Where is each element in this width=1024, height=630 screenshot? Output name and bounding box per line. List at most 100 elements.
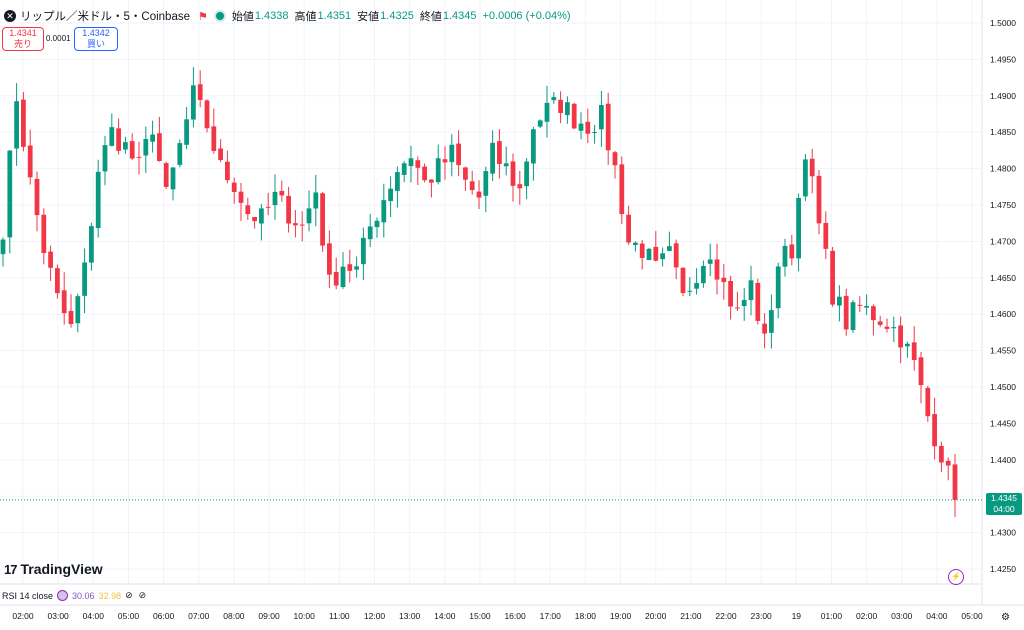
candle-body	[497, 141, 502, 164]
candle-body	[184, 119, 189, 145]
candle-body	[850, 302, 856, 331]
close-icon[interactable]: ✕	[4, 10, 16, 22]
rsi-legend[interactable]: RSI 14 close 30.06 32.98 ⊘ ⊘	[2, 590, 152, 601]
candle-body	[320, 193, 325, 246]
rsi-label: RSI 14 close	[2, 590, 54, 601]
x-tick-label: 20:00	[645, 611, 667, 621]
candle-body	[755, 282, 761, 321]
lightning-icon[interactable]: ⚡	[948, 569, 964, 585]
candle-body	[374, 220, 380, 228]
candle-body	[211, 126, 217, 151]
candle-body	[605, 103, 611, 151]
flag-icon[interactable]: ⚑	[197, 10, 208, 23]
candle-body	[456, 143, 461, 166]
x-tick-label: 14:00	[434, 611, 456, 621]
candle-body	[898, 325, 903, 348]
candle-body	[864, 305, 869, 308]
candle-body	[89, 226, 94, 263]
candle-body	[803, 159, 808, 197]
x-tick-label: 17:00	[540, 611, 562, 621]
candle-body	[401, 163, 407, 175]
settings-icon[interactable]: ⚙	[1001, 612, 1010, 623]
sell-button[interactable]: 1.4341 売り	[2, 27, 44, 51]
candle-body	[830, 250, 835, 305]
candle-body	[694, 282, 699, 289]
candle-body	[517, 184, 523, 189]
x-tick-label: 02:00	[12, 611, 34, 621]
candle-body	[422, 166, 427, 181]
x-tick-label: 21:00	[680, 611, 702, 621]
candle-body	[503, 163, 509, 167]
candle-body	[748, 280, 754, 301]
tradingview-logo[interactable]: 17 TradingView	[4, 561, 103, 577]
candle-body	[449, 144, 455, 163]
candle-body	[259, 208, 264, 224]
candle-body	[483, 171, 489, 196]
candle-body	[653, 246, 659, 261]
candle-body	[843, 295, 849, 330]
buy-label: 買い	[86, 39, 105, 49]
candle-body	[333, 272, 339, 286]
candle-body	[612, 152, 618, 166]
candle-body	[660, 253, 665, 260]
candle-body	[823, 222, 829, 249]
x-tick-label: 05:00	[961, 611, 983, 621]
eye-off-icon[interactable]: ⊘	[138, 590, 147, 600]
candle-body	[680, 267, 686, 293]
close-label: 終値	[419, 11, 442, 23]
candle-body	[789, 244, 795, 259]
x-tick-label: 19:00	[610, 611, 632, 621]
candle-body	[918, 357, 924, 386]
y-tick-label: 1.4650	[990, 273, 1016, 283]
candle-body	[816, 175, 822, 224]
candle-body	[41, 214, 47, 254]
sell-price: 1.4341	[9, 28, 37, 38]
x-tick-label: 03:00	[891, 611, 913, 621]
candle-body	[340, 266, 346, 288]
x-tick-label: 06:00	[153, 611, 175, 621]
candle-body	[796, 197, 801, 259]
candle-body	[354, 266, 359, 270]
candle-body	[639, 243, 645, 258]
last-price-time: 04:00	[993, 504, 1015, 514]
y-tick-label: 1.4950	[990, 54, 1016, 64]
x-tick-label: 11:00	[329, 611, 350, 621]
buy-button[interactable]: 1.4342 買い	[74, 27, 118, 51]
candle-body	[544, 102, 550, 122]
candle-body	[809, 158, 815, 177]
eye-off-icon[interactable]: ⊘	[125, 590, 133, 600]
symbol-title[interactable]: リップル／米ドル・5・Coinbase	[20, 11, 190, 23]
high-label: 高値	[294, 11, 317, 23]
candle-body	[415, 160, 421, 168]
live-dot-icon	[215, 12, 224, 20]
candle-body	[14, 101, 19, 149]
sell-label: 売り	[13, 39, 32, 49]
candle-body	[231, 182, 237, 193]
y-tick-label: 1.4500	[990, 382, 1016, 392]
candle-body	[27, 145, 33, 178]
candle-body	[911, 342, 917, 361]
x-tick-label: 22:00	[715, 611, 737, 621]
x-tick-label: 05:00	[118, 611, 140, 621]
candle-body	[163, 163, 169, 187]
candle-body	[762, 323, 767, 334]
candle-body	[435, 158, 441, 183]
candle-body	[55, 268, 60, 294]
candle-body	[775, 266, 781, 309]
candle-body	[21, 99, 26, 147]
candle-body	[68, 310, 74, 325]
candle-body	[238, 191, 244, 203]
candle-body	[429, 179, 434, 183]
y-tick-label: 1.4900	[990, 91, 1016, 101]
candle-body	[313, 192, 319, 209]
candle-body	[408, 158, 414, 167]
open-value: 1.4338	[254, 10, 289, 22]
candle-body	[245, 205, 251, 215]
x-tick-label: 16:00	[504, 611, 526, 621]
candle-body	[633, 242, 638, 246]
candle-body	[252, 216, 257, 222]
candle-body	[204, 100, 210, 129]
x-tick-label: 12:00	[364, 611, 386, 621]
last-price-label: 1.4345 04:00	[986, 493, 1022, 515]
